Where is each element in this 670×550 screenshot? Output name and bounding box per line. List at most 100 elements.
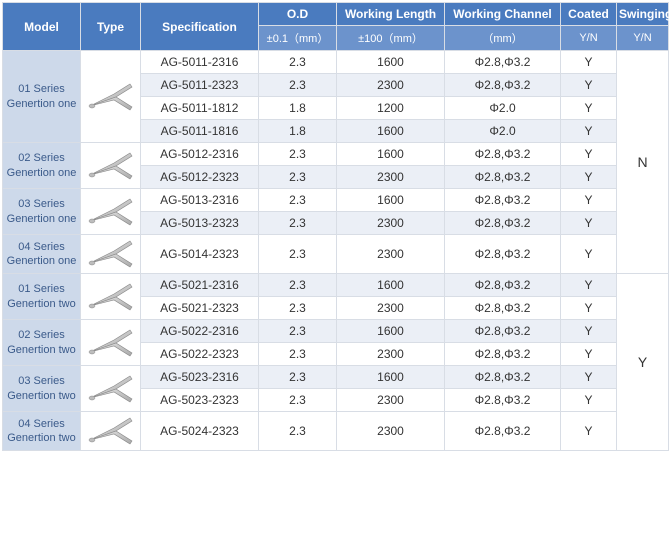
spec-cell: AG-5012-2316 [141, 143, 259, 166]
col-od-sub: ±0.1（mm） [259, 26, 337, 51]
coated-cell: Y [561, 166, 617, 189]
od-cell: 2.3 [259, 166, 337, 189]
od-cell: 2.3 [259, 143, 337, 166]
coated-cell: Y [561, 51, 617, 74]
chan-cell: Φ2.8,Φ3.2 [445, 235, 561, 274]
coated-cell: Y [561, 74, 617, 97]
od-cell: 2.3 [259, 297, 337, 320]
coated-cell: Y [561, 274, 617, 297]
spec-cell: AG-5013-2316 [141, 189, 259, 212]
spec-cell: AG-5011-1816 [141, 120, 259, 143]
spec-cell: AG-5023-2316 [141, 366, 259, 389]
od-cell: 2.3 [259, 74, 337, 97]
len-cell: 2300 [337, 235, 445, 274]
od-cell: 1.8 [259, 97, 337, 120]
col-od: O.D [259, 3, 337, 26]
len-cell: 1600 [337, 274, 445, 297]
spec-cell: AG-5021-2323 [141, 297, 259, 320]
col-chan-sub: （mm） [445, 26, 561, 51]
table-body: 01 SeriesGenertion one AG-5011-23162.316… [3, 51, 669, 451]
od-cell: 2.3 [259, 366, 337, 389]
table-row: 01 SeriesGenertion one AG-5011-23162.316… [3, 51, 669, 74]
forceps-icon [86, 237, 136, 271]
table-row: 04 SeriesGenertion two AG-5024-23232.323… [3, 412, 669, 451]
len-cell: 2300 [337, 412, 445, 451]
table-row: 03 SeriesGenertion one AG-5013-23162.316… [3, 189, 669, 212]
chan-cell: Φ2.8,Φ3.2 [445, 212, 561, 235]
spec-cell: AG-5011-2316 [141, 51, 259, 74]
forceps-icon [86, 372, 136, 406]
od-cell: 2.3 [259, 212, 337, 235]
od-cell: 2.3 [259, 235, 337, 274]
model-cell: 03 SeriesGenertion one [3, 189, 81, 235]
len-cell: 1600 [337, 320, 445, 343]
spec-cell: AG-5011-1812 [141, 97, 259, 120]
col-spec: Specification [141, 3, 259, 51]
model-cell: 03 SeriesGenertion two [3, 366, 81, 412]
swinging-cell: N [617, 51, 669, 274]
type-cell [81, 274, 141, 320]
coated-cell: Y [561, 120, 617, 143]
len-cell: 2300 [337, 74, 445, 97]
spec-cell: AG-5024-2323 [141, 412, 259, 451]
chan-cell: Φ2.8,Φ3.2 [445, 320, 561, 343]
col-len: Working Length [337, 3, 445, 26]
coated-cell: Y [561, 366, 617, 389]
len-cell: 1600 [337, 143, 445, 166]
table-row: 02 SeriesGenertion two AG-5022-23162.316… [3, 320, 669, 343]
table-header: Model Type Specification O.D Working Len… [3, 3, 669, 51]
len-cell: 1600 [337, 120, 445, 143]
chan-cell: Φ2.8,Φ3.2 [445, 366, 561, 389]
od-cell: 2.3 [259, 412, 337, 451]
od-cell: 2.3 [259, 51, 337, 74]
spec-cell: AG-5013-2323 [141, 212, 259, 235]
spec-cell: AG-5014-2323 [141, 235, 259, 274]
chan-cell: Φ2.8,Φ3.2 [445, 166, 561, 189]
type-cell [81, 366, 141, 412]
len-cell: 1600 [337, 189, 445, 212]
table-row: 03 SeriesGenertion two AG-5023-23162.316… [3, 366, 669, 389]
coated-cell: Y [561, 189, 617, 212]
coated-cell: Y [561, 343, 617, 366]
chan-cell: Φ2.8,Φ3.2 [445, 274, 561, 297]
forceps-icon [86, 195, 136, 229]
chan-cell: Φ2.8,Φ3.2 [445, 389, 561, 412]
col-coated: Coated [561, 3, 617, 26]
coated-cell: Y [561, 235, 617, 274]
chan-cell: Φ2.8,Φ3.2 [445, 74, 561, 97]
chan-cell: Φ2.8,Φ3.2 [445, 412, 561, 451]
col-type: Type [81, 3, 141, 51]
coated-cell: Y [561, 97, 617, 120]
model-cell: 02 SeriesGenertion one [3, 143, 81, 189]
spec-cell: AG-5012-2323 [141, 166, 259, 189]
model-cell: 01 SeriesGenertion two [3, 274, 81, 320]
spec-cell: AG-5023-2323 [141, 389, 259, 412]
type-cell [81, 235, 141, 274]
col-swing-sub: Y/N [617, 26, 669, 51]
col-len-sub: ±100（mm） [337, 26, 445, 51]
od-cell: 2.3 [259, 343, 337, 366]
coated-cell: Y [561, 412, 617, 451]
len-cell: 1600 [337, 51, 445, 74]
spec-table: Model Type Specification O.D Working Len… [2, 2, 669, 451]
chan-cell: Φ2.0 [445, 97, 561, 120]
chan-cell: Φ2.8,Φ3.2 [445, 297, 561, 320]
od-cell: 2.3 [259, 389, 337, 412]
model-cell: 01 SeriesGenertion one [3, 51, 81, 143]
od-cell: 2.3 [259, 274, 337, 297]
col-coated-sub: Y/N [561, 26, 617, 51]
model-cell: 04 SeriesGenertion one [3, 235, 81, 274]
type-cell [81, 143, 141, 189]
model-cell: 02 SeriesGenertion two [3, 320, 81, 366]
coated-cell: Y [561, 297, 617, 320]
od-cell: 2.3 [259, 189, 337, 212]
chan-cell: Φ2.0 [445, 120, 561, 143]
chan-cell: Φ2.8,Φ3.2 [445, 51, 561, 74]
len-cell: 1600 [337, 366, 445, 389]
spec-cell: AG-5011-2323 [141, 74, 259, 97]
type-cell [81, 189, 141, 235]
forceps-icon [86, 414, 136, 448]
len-cell: 2300 [337, 166, 445, 189]
swinging-cell: Y [617, 274, 669, 451]
len-cell: 2300 [337, 389, 445, 412]
